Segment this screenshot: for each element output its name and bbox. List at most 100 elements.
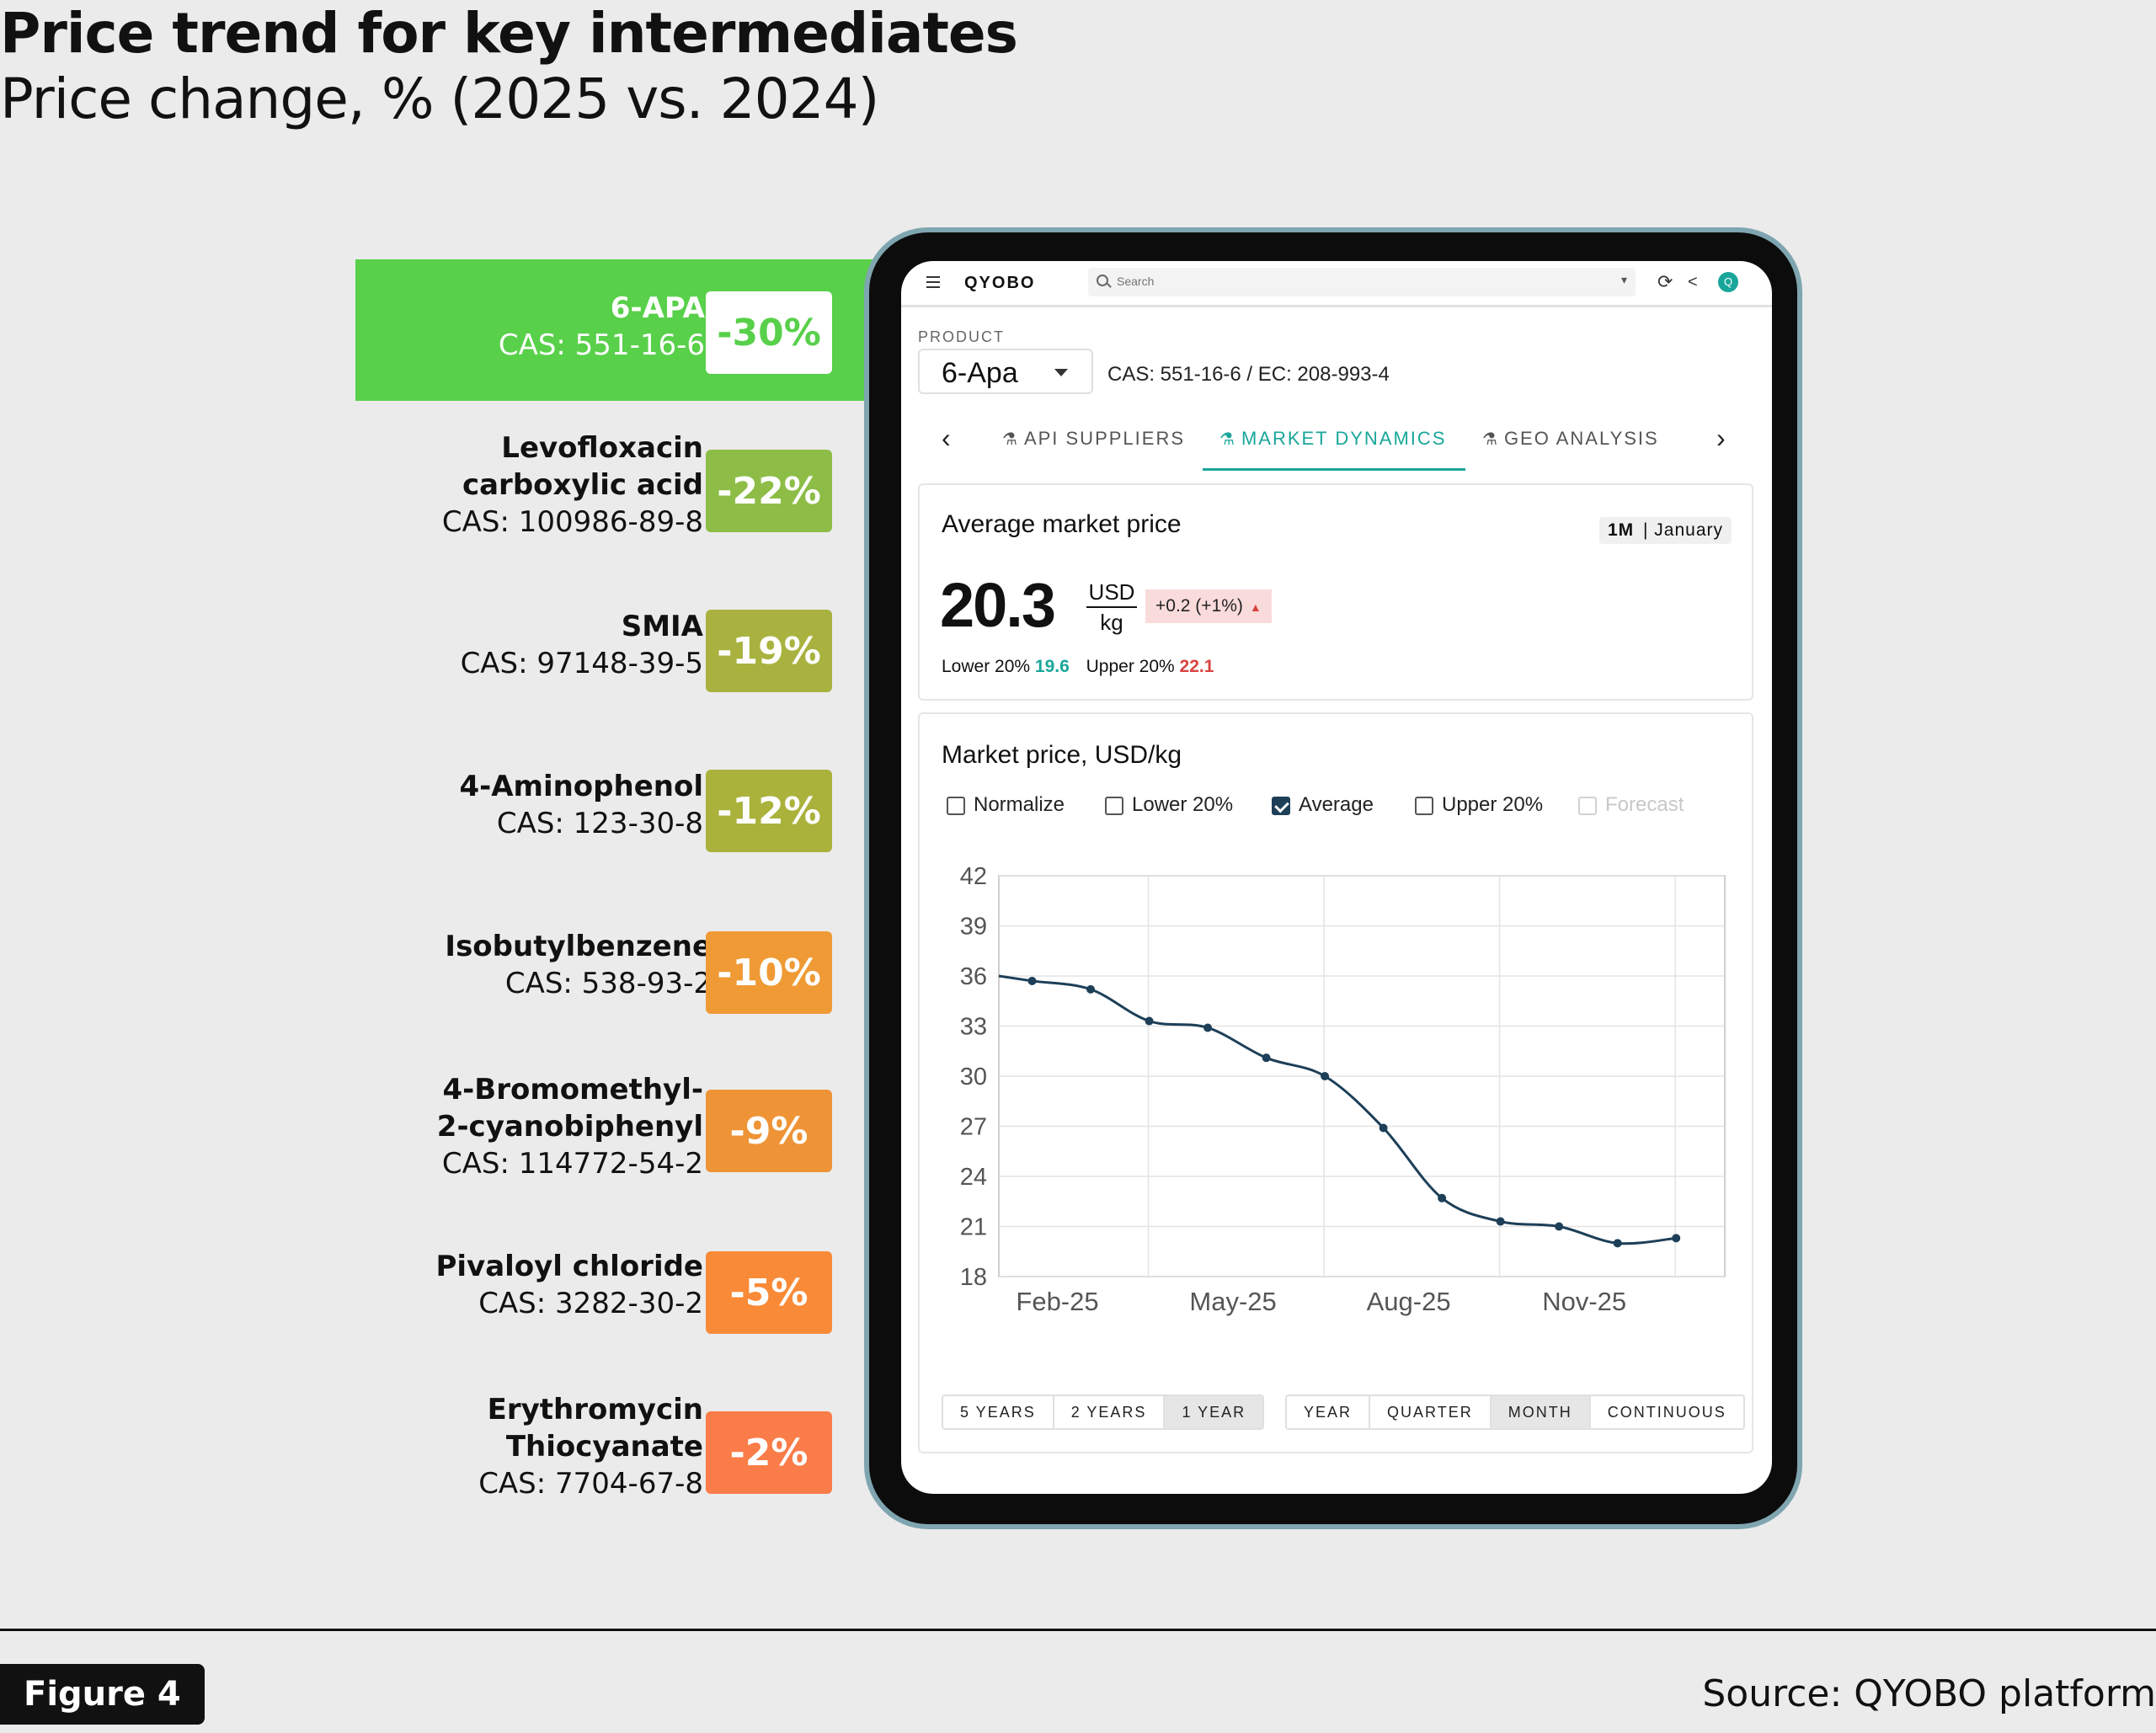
ranking-item-erythromycin-thiocyanate: Erythromycin Thiocyanate CAS: 7704-67-8 … (354, 1391, 876, 1509)
upper-20-checkbox[interactable]: Upper 20% (1415, 792, 1543, 819)
ranking-item-change-badge: -30% (706, 291, 832, 374)
ranking-item-cas: CAS: 7704-67-8 (478, 1467, 703, 1501)
product-label: PRODUCT (918, 328, 1005, 345)
chevron-right-icon[interactable]: › (1716, 423, 1726, 453)
ranking-item-cas: CAS: 3282-30-2 (478, 1287, 703, 1320)
price-unit: USD kg (1086, 578, 1137, 637)
period-selector[interactable]: 1M | January (1598, 517, 1732, 544)
price-change-ranking: 6-APA CAS: 551-16-6 -30% Levofloxacin ca… (0, 0, 878, 1516)
page-subtitle: Price change, % (2025 vs. 2024) (0, 67, 879, 131)
checkmark-icon (1272, 797, 1290, 815)
time-range-selector: 5 YEARS 2 YEARS 1 YEAR (942, 1394, 1265, 1430)
ranking-item-levofloxacin: Levofloxacin carboxylic acid CAS: 100986… (354, 429, 876, 547)
ranking-item-text: Levofloxacin carboxylic acid CAS: 100986… (442, 429, 703, 541)
data-point (1555, 1222, 1564, 1231)
menu-icon[interactable] (926, 276, 940, 288)
ranking-item-name-line: Pivaloyl chloride (435, 1250, 703, 1283)
flask-icon: ⚗ (1219, 430, 1236, 449)
granularity-continuous-button[interactable]: CONTINUOUS (1590, 1396, 1743, 1428)
source-note: Source: QYOBO platform (1702, 1672, 2156, 1715)
chevron-down-icon[interactable]: ▾ (1620, 273, 1627, 286)
range-1-year-button[interactable]: 1 YEAR (1165, 1396, 1263, 1428)
y-tick-label: 42 (960, 863, 987, 890)
tablet-top-button (1642, 229, 1733, 234)
y-tick-label: 33 (960, 1014, 987, 1041)
product-identifiers: CAS: 551-16-6 / EC: 208-993-4 (1107, 363, 1390, 386)
flask-icon: ⚗ (1002, 430, 1019, 449)
share-icon[interactable]: < (1688, 273, 1698, 291)
checkbox-box (947, 797, 965, 815)
unit-denominator: kg (1100, 610, 1123, 635)
ranking-item-name-line: Thiocyanate (505, 1430, 703, 1464)
market-price-card: Market price, USD/kg Normalize Lower 20%… (918, 712, 1753, 1453)
page-title: Price trend for key intermediates (0, 1, 1018, 66)
ranking-item-name-line: 4-Bromomethyl- (442, 1073, 703, 1106)
data-point (1145, 1016, 1154, 1026)
refresh-icon[interactable]: ⟳ (1657, 271, 1673, 292)
checkbox-label: Forecast (1605, 793, 1684, 816)
product-select[interactable]: 6-Apa (918, 349, 1093, 394)
tab-market-dynamics[interactable]: ⚗ MARKET DYNAMICS (1219, 428, 1446, 450)
y-tick-label: 27 (960, 1114, 987, 1141)
brand-logo[interactable]: QYOBO (964, 274, 1036, 292)
ranking-item-text: 6-APA CAS: 551-16-6 (499, 290, 705, 364)
ranking-item-change-badge: -9% (706, 1090, 832, 1172)
ranking-item-text: SMIA CAS: 97148-39-5 (461, 608, 703, 682)
x-tick-label: Nov-25 (1542, 1287, 1626, 1316)
checkbox-box (1578, 797, 1597, 815)
ranking-item-text: Pivaloyl chloride CAS: 3282-30-2 (435, 1248, 703, 1322)
average-checkbox[interactable]: Average (1272, 792, 1374, 819)
range-2-years-button[interactable]: 2 YEARS (1054, 1396, 1166, 1428)
data-point (1086, 984, 1096, 994)
granularity-month-button[interactable]: MONTH (1491, 1396, 1591, 1428)
ranking-item-change-badge: -19% (706, 610, 832, 692)
ranking-item-text: 4-Bromomethyl- 2-cyanobiphenyl CAS: 1147… (437, 1071, 703, 1182)
search-input[interactable] (1115, 274, 1590, 289)
price-change-chip: +0.2 (+1%) ▲ (1145, 589, 1272, 623)
chevron-left-icon[interactable]: ‹ (942, 423, 951, 453)
x-tick-label: Feb-25 (1016, 1287, 1098, 1316)
market-price-chart: 18 21 24 27 30 33 36 39 42 Feb-25 May-25 Aug-25 Nov-… (960, 863, 1726, 1316)
price-value: 20.3 (940, 570, 1056, 640)
ranking-item-name-line: 2-cyanobiphenyl (436, 1110, 703, 1144)
lower-20-checkbox[interactable]: Lower 20% (1105, 792, 1233, 819)
footer-divider (0, 1629, 2156, 1631)
granularity-selector: YEAR QUARTER MONTH CONTINUOUS (1285, 1394, 1745, 1430)
data-point (1672, 1234, 1681, 1243)
y-tick-label: 30 (960, 1064, 987, 1090)
average-series-line (998, 974, 1677, 1245)
figure-label: Figure 4 (0, 1664, 205, 1725)
y-tick-label: 39 (960, 914, 987, 941)
upper-value: 22.1 (1179, 657, 1214, 676)
ranking-item-cas: CAS: 100986-89-8 (441, 505, 703, 539)
y-tick-label: 18 (960, 1264, 987, 1291)
checkbox-label: Average (1299, 793, 1374, 816)
ranking-item-pivaloyl-chloride: Pivaloyl chloride CAS: 3282-30-2 -5% (354, 1248, 876, 1334)
range-5-years-button[interactable]: 5 YEARS (943, 1396, 1054, 1428)
upper-label: Upper 20% (1086, 657, 1175, 676)
checkbox-box (1415, 797, 1433, 815)
data-point (1321, 1072, 1330, 1080)
ranking-item-name-line: carboxylic acid (462, 468, 703, 502)
lower-label: Lower 20% (942, 657, 1031, 676)
checkbox-label: Upper 20% (1442, 793, 1544, 816)
ranking-item-isobutylbenzene: Isobutylbenzene CAS: 538-93-2 -10% (354, 928, 876, 1014)
search-bar[interactable]: ▾ (1088, 268, 1636, 296)
ranking-item-cas: CAS: 538-93-2 (504, 967, 712, 1000)
ranking-item-name-line: Isobutylbenzene (445, 930, 712, 963)
checkbox-label: Normalize (974, 793, 1065, 816)
data-point (1262, 1053, 1271, 1063)
tab-geo-analysis[interactable]: ⚗ GEO ANALYSIS (1482, 428, 1659, 450)
granularity-quarter-button[interactable]: QUARTER (1370, 1396, 1492, 1428)
avatar[interactable]: Q (1718, 272, 1738, 292)
average-price-card: Average market price 1M | January 20.3 U… (918, 483, 1753, 701)
tab-api-suppliers[interactable]: ⚗ API SUPPLIERS (1002, 428, 1185, 450)
y-tick-label: 36 (960, 963, 987, 990)
data-point (1203, 1023, 1213, 1032)
tab-label: API SUPPLIERS (1023, 428, 1186, 449)
ranking-item-text: 4-Aminophenol CAS: 123-30-8 (459, 768, 703, 842)
app-bar: QYOBO ▾ ⟳ < Q (901, 261, 1772, 307)
unit-numerator: USD (1086, 578, 1137, 608)
granularity-year-button[interactable]: YEAR (1287, 1396, 1371, 1428)
normalize-checkbox[interactable]: Normalize (947, 792, 1065, 819)
